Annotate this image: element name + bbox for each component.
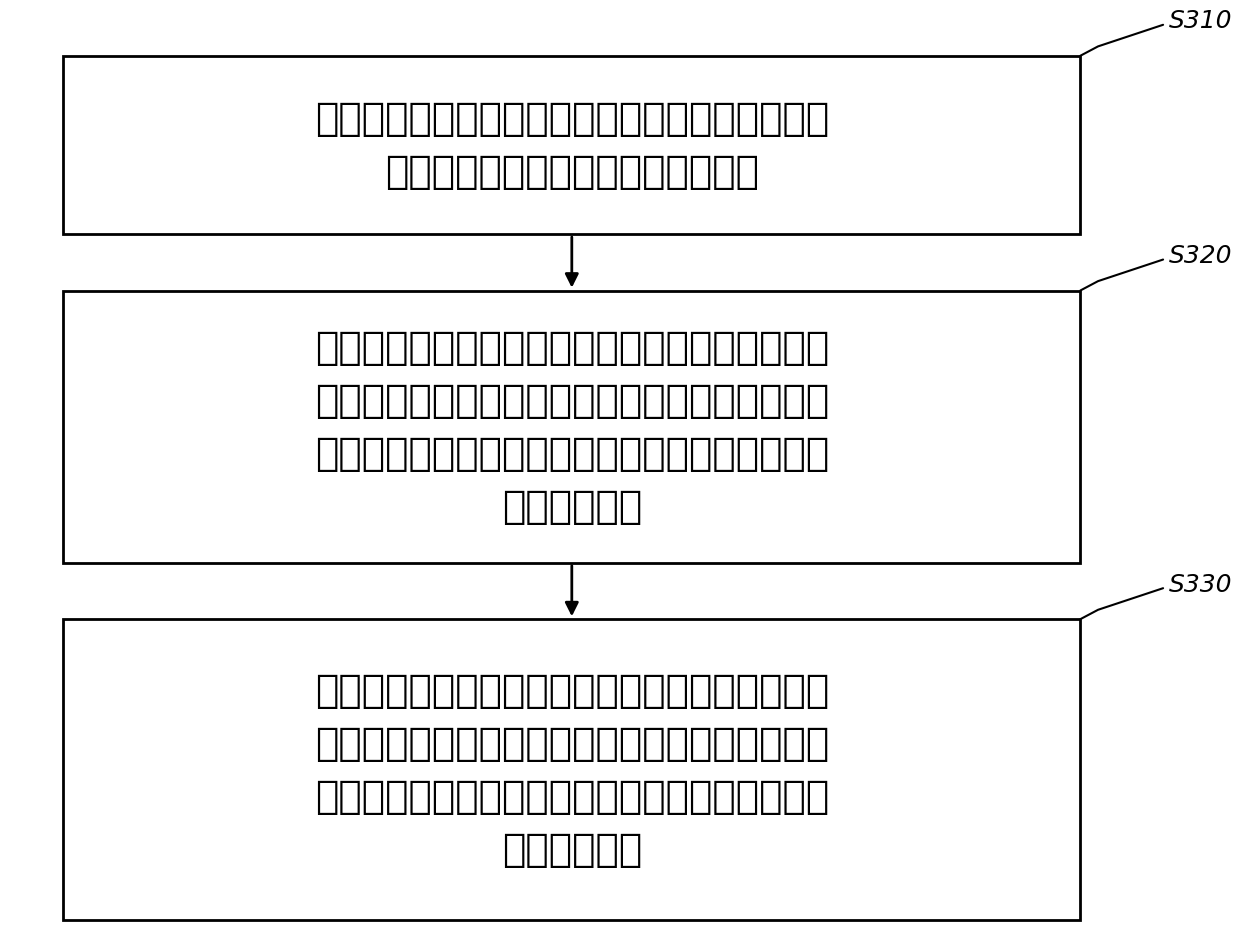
Text: 当胎心监护数据对应的时长超过预设时长时且胎心
监护数据中不存在异常值或为零值时，选择处于胎
心监护数据中间的一段预设时长的胎心监护数据作
为目标数据段: 当胎心监护数据对应的时长超过预设时长时且胎心 监护数据中不存在异常值或为零值时，…	[315, 671, 828, 868]
Bar	[63, 57, 1080, 235]
Text: S330: S330	[1169, 572, 1233, 596]
Text: 当胎心监护数据对应的时长超过预设时长时且胎心
监护数据中存在异常值或为零值时，选择异常值或
为零值数据最少的一段预设时长的胎心监护数据作
为目标数据段: 当胎心监护数据对应的时长超过预设时长时且胎心 监护数据中存在异常值或为零值时，选…	[315, 328, 828, 526]
Text: 当胎心监护数据对应的时长不超过预设时长时，选
择整段胎心监护数据作为目标数据段: 当胎心监护数据对应的时长不超过预设时长时，选 择整段胎心监护数据作为目标数据段	[315, 100, 828, 191]
Text: S310: S310	[1169, 10, 1233, 33]
Bar	[63, 291, 1080, 564]
Text: S320: S320	[1169, 244, 1233, 268]
Bar	[63, 620, 1080, 920]
